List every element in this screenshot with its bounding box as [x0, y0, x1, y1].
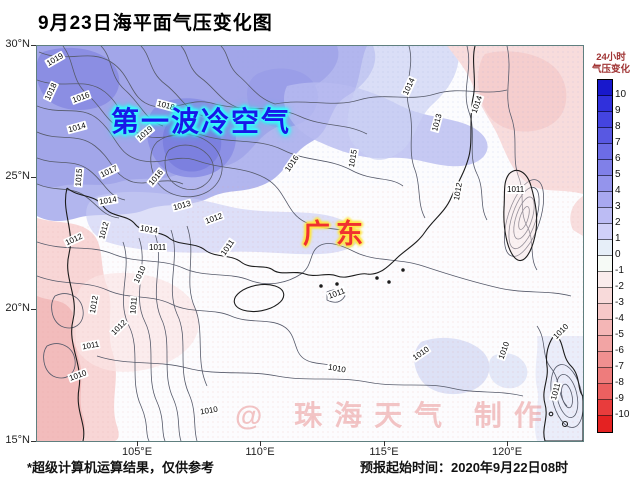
legend-color-segment — [598, 112, 612, 128]
legend-tick-label: -3 — [615, 297, 624, 308]
watermark: @ 珠海天气 制作 — [235, 400, 554, 431]
lat-tick-mark — [31, 45, 36, 46]
legend-tick-label: 8 — [615, 121, 621, 132]
legend-tick-label: 7 — [615, 137, 621, 148]
legend-color-segment — [598, 160, 612, 176]
legend-color-segment — [598, 336, 612, 352]
pressure-map: 1019 1018 1016 1014 1018 1019 1017 1015 1016 1014… — [36, 45, 584, 442]
lat-tick-label: 15°N — [5, 434, 30, 446]
legend-tick-label: 10 — [615, 89, 627, 100]
legend-tick-label: 0 — [615, 249, 621, 260]
footnote-forecast-time: 预报起始时间：2020年9月22日08时 — [360, 460, 569, 475]
legend-tick-label: 5 — [615, 169, 621, 180]
stipple-pink — [187, 186, 583, 441]
lon-tick-mark — [260, 441, 261, 446]
legend-tick-label: -10 — [615, 409, 630, 420]
isobar-contours — [37, 46, 583, 441]
legend-tick-label: -9 — [615, 393, 624, 404]
legend-color-segment — [598, 272, 612, 288]
stipple-pink-left — [37, 226, 187, 441]
legend-color-segment — [598, 80, 612, 96]
legend-tick-label: -6 — [615, 345, 624, 356]
legend-tick-label: 4 — [615, 185, 621, 196]
legend-color-segment — [598, 144, 612, 160]
legend-color-segment — [598, 304, 612, 320]
legend-color-segment — [598, 208, 612, 224]
legend-color-segment — [598, 224, 612, 240]
cold-air-annotation: 第一波冷空气 — [111, 106, 292, 137]
legend-tick-label: -7 — [615, 361, 624, 372]
legend-color-segment — [598, 320, 612, 336]
legend-colorbar — [597, 79, 613, 433]
legend-color-segment — [598, 400, 612, 416]
legend-color-segment — [598, 240, 612, 256]
legend-color-segment — [598, 192, 612, 208]
lon-tick-label: 110°E — [245, 446, 275, 458]
lon-tick-mark — [137, 441, 138, 446]
lon-tick-label: 120°E — [491, 446, 523, 458]
legend-tick-label: -1 — [615, 265, 624, 276]
legend-color-segment — [598, 384, 612, 400]
legend-tick-label: 2 — [615, 217, 621, 228]
lon-tick-mark — [507, 441, 508, 446]
lon-tick-label: 105°E — [121, 446, 153, 458]
legend-tick-label: -8 — [615, 377, 624, 388]
legend-tick-label: 9 — [615, 105, 621, 116]
hainan-island — [233, 283, 285, 313]
lat-tick-label: 20°N — [5, 302, 30, 314]
legend-color-segment — [598, 288, 612, 304]
guangdong-label: 广东 — [303, 219, 369, 249]
lon-tick-mark — [384, 441, 385, 446]
legend-color-segment — [598, 176, 612, 192]
lat-tick-label: 30°N — [5, 38, 30, 50]
legend-tick-label: 1 — [615, 233, 621, 244]
legend-tick-label: -4 — [615, 313, 624, 324]
legend-title: 24小时 气压变化 — [586, 52, 636, 76]
lat-tick-mark — [31, 441, 36, 442]
legend-tick-label: 3 — [615, 201, 621, 212]
legend-color-segment — [598, 128, 612, 144]
map-canvas — [37, 46, 583, 441]
lat-tick-mark — [31, 309, 36, 310]
legend-color-segment — [598, 368, 612, 384]
legend-tick-label: -2 — [615, 281, 624, 292]
legend-title-line2: 气压变化 — [591, 64, 630, 75]
legend-color-segment — [598, 256, 612, 272]
legend-color-segment — [598, 416, 612, 432]
lat-tick-mark — [31, 177, 36, 178]
legend-tick-label: -5 — [615, 329, 624, 340]
footnote-disclaimer: *超级计算机运算结果，仅供参考 — [27, 460, 215, 475]
legend-title-line1: 24小时 — [596, 52, 626, 63]
page-title: 9月23日海平面气压变化图 — [38, 13, 273, 34]
legend-color-segment — [598, 96, 612, 112]
luzon-island — [543, 333, 583, 441]
lat-tick-label: 25°N — [5, 170, 30, 182]
lon-tick-label: 115°E — [369, 446, 399, 458]
legend-tick-label: 6 — [615, 153, 621, 164]
legend-color-segment — [598, 352, 612, 368]
